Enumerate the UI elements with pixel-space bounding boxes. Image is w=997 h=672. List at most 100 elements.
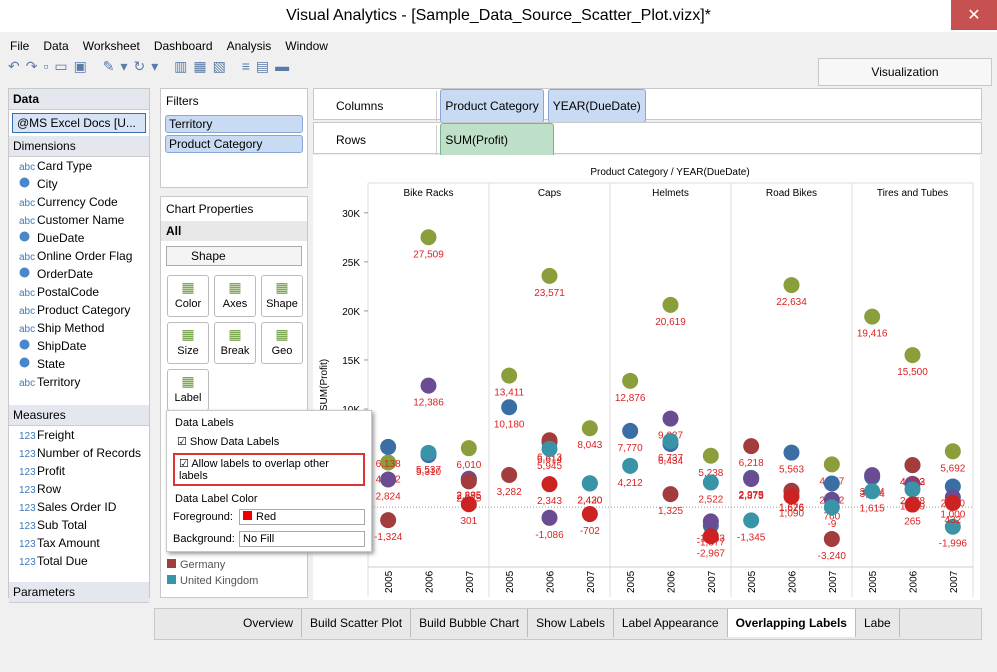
field[interactable]: 123Freight [9,426,149,444]
legend-label: Germany [180,559,226,571]
sheet-tab[interactable]: Show Labels [528,609,614,637]
property-button[interactable]: ▦ Color [167,275,209,317]
field[interactable]: abc PostalCode [9,283,149,301]
data-label: 2,824 [376,491,401,502]
sheet-tab[interactable]: Build Bubble Chart [411,609,529,637]
sheet-tab[interactable]: Overview [235,609,303,637]
panel-header: Measures [9,405,149,426]
data-source[interactable]: @MS Excel Docs [U... [12,113,146,133]
field[interactable]: abc Territory [9,373,149,391]
field[interactable]: abc Online Order Flag [9,247,149,265]
property-button[interactable]: ▦ Size [167,322,209,364]
field[interactable]: 123Number of Records [9,444,149,462]
data-label: -3,240 [818,551,847,562]
field[interactable]: abc Product Category [9,301,149,319]
point [783,277,800,294]
mark-type[interactable]: Shape [166,246,302,266]
x-tick-label: 2007 [828,570,839,593]
point [662,486,679,503]
property-button[interactable]: ▦ Label [167,369,209,411]
property-button[interactable]: ▦ Shape [261,275,303,317]
field[interactable]: 123Profit [9,462,149,480]
sheet-tab[interactable]: Build Scatter Plot [302,609,412,637]
data-label: 265 [904,517,921,528]
checkbox[interactable]: ☑ Allow labels to overlap other labels [173,453,365,486]
menu-item[interactable]: File [10,39,30,53]
field[interactable]: abc Ship Method [9,319,149,337]
field-icon: 123 [19,521,36,532]
sheet-tab[interactable]: Label Appearance [614,609,728,637]
pane-header: Helmets [652,188,689,199]
point [581,475,598,492]
menu-item[interactable]: Window [285,39,328,53]
x-tick-label: 2007 [586,570,597,593]
field-name: ShipDate [37,339,87,353]
field[interactable]: City [9,175,149,193]
field[interactable]: State [9,355,149,373]
pane-header: Road Bikes [766,188,817,199]
checkbox[interactable]: ☑ Show Data Labels [177,436,280,448]
point [904,496,921,513]
button-icon: ▦ [181,373,195,389]
data-label: 5,310 [416,467,441,478]
data-label: 5,537 [416,465,441,476]
x-tick-label: 2006 [425,570,436,593]
field-name: DueDate [37,231,85,245]
pane-header: Bike Racks [403,188,453,199]
pill[interactable]: YEAR(DueDate) [547,89,646,123]
panel-header: Chart Properties [166,202,254,216]
field-icon: abc [19,378,36,389]
field-icon [19,357,37,375]
field[interactable]: DueDate [9,229,149,247]
pill[interactable]: Product Category [440,89,544,123]
sheet-tab[interactable]: Overlapping Labels [727,609,856,637]
menu-item[interactable]: Data [43,39,69,53]
point [904,457,921,474]
button-label: Geo [271,345,293,357]
menu-item[interactable]: Analysis [226,39,272,53]
filter-pill[interactable]: Product Category [165,135,303,153]
dropdown-value: Red [256,511,277,523]
point [501,399,518,416]
data-label: 6,434 [658,456,683,467]
menu-item[interactable]: Dashboard [153,39,213,53]
dropdown[interactable]: Red [239,509,365,525]
field[interactable]: 123Sales Order ID [9,498,149,516]
point [864,308,881,325]
filter-list: Territory Product Category [161,115,307,153]
legend-item: Germany [167,559,258,575]
menu-item[interactable]: Worksheet [82,39,140,53]
button-icon: ▦ [228,326,242,342]
field[interactable]: abc Card Type [9,157,149,175]
property-button[interactable]: ▦ Axes [214,275,256,317]
field[interactable]: OrderDate [9,265,149,283]
point [541,509,558,526]
field-icon: 123 [19,557,36,568]
data-label: 5,692 [940,463,965,474]
data-label: -1,324 [374,532,403,543]
sheet-tab[interactable]: Labe [856,609,900,637]
point [823,456,840,473]
data-label: -9 [827,519,836,530]
property-button[interactable]: ▦ Break [214,322,256,364]
visualization-tab[interactable]: Visualization [818,58,992,86]
field[interactable]: 123Total Due [9,552,149,570]
field-icon [19,267,37,285]
pill[interactable]: SUM(Profit) [440,123,555,157]
field[interactable]: abc Currency Code [9,193,149,211]
field[interactable]: 123Row [9,480,149,498]
field[interactable]: 123Tax Amount [9,534,149,552]
filter-pill[interactable]: Territory [165,115,303,133]
data-label: 4,212 [618,478,643,489]
point [743,438,760,455]
field-icon [19,339,37,357]
property-button[interactable]: ▦ Geo [261,322,303,364]
dropdown[interactable]: No Fill [239,531,365,547]
field[interactable]: abc Customer Name [9,211,149,229]
data-label: 2,343 [537,496,562,507]
field-name: Number of Records [37,446,142,460]
data-label: -1,996 [939,539,968,550]
field[interactable]: ShipDate [9,337,149,355]
field[interactable]: 123Sub Total [9,516,149,534]
field-name: Total Due [37,554,88,568]
